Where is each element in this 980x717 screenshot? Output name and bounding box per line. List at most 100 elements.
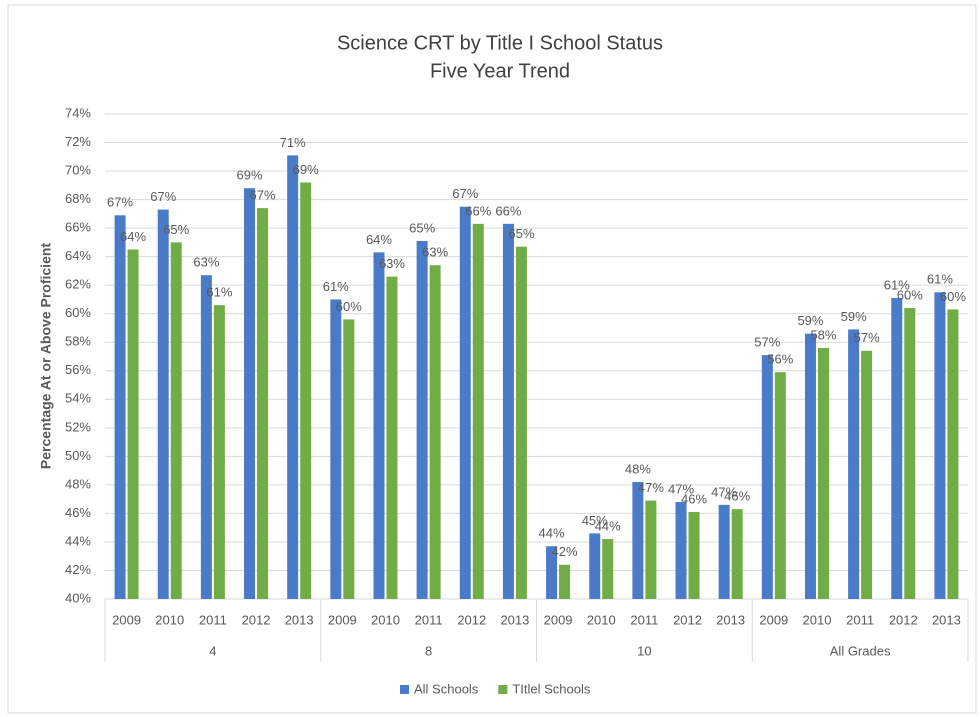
x-tick-label: 2011 xyxy=(199,612,227,627)
y-tick-label: 40% xyxy=(65,590,91,605)
bar xyxy=(645,500,657,599)
x-tick-label: 2009 xyxy=(544,612,573,627)
bar xyxy=(114,215,126,599)
value-label: 58% xyxy=(810,327,836,342)
value-label: 65% xyxy=(163,222,189,237)
bar xyxy=(947,309,959,599)
value-label: 60% xyxy=(940,289,966,304)
bar xyxy=(429,265,441,599)
value-label: 60% xyxy=(897,287,923,302)
value-label: 67% xyxy=(150,189,176,204)
bar xyxy=(589,533,601,599)
x-tick-label: 2010 xyxy=(155,612,184,627)
bar xyxy=(386,276,398,599)
value-label: 56% xyxy=(767,352,793,367)
y-tick-label: 58% xyxy=(65,334,91,349)
value-label: 46% xyxy=(724,489,750,504)
bar xyxy=(848,329,860,599)
bar xyxy=(287,155,299,599)
y-tick-label: 60% xyxy=(65,305,91,320)
legend-label: TItlel Schools xyxy=(512,681,591,696)
value-label: 67% xyxy=(250,188,276,203)
value-label: 47% xyxy=(711,484,737,499)
y-tick-label: 54% xyxy=(65,391,91,406)
bar xyxy=(602,539,614,599)
y-tick-label: 52% xyxy=(65,419,91,434)
x-tick-label: 2009 xyxy=(328,612,357,627)
bar xyxy=(157,209,169,599)
value-label: 61% xyxy=(884,277,910,292)
bar xyxy=(559,564,571,599)
bar xyxy=(300,182,312,599)
y-tick-label: 44% xyxy=(65,533,91,548)
y-tick-label: 70% xyxy=(65,162,91,177)
x-tick-label: 2013 xyxy=(285,612,314,627)
x-tick-label: 2013 xyxy=(932,612,961,627)
value-label: 69% xyxy=(293,162,319,177)
x-tick-label: 2012 xyxy=(673,612,702,627)
x-tick-label: 2010 xyxy=(587,612,616,627)
y-tick-label: 42% xyxy=(65,562,91,577)
y-tick-label: 66% xyxy=(65,220,91,235)
value-label: 67% xyxy=(452,186,478,201)
bar xyxy=(632,482,644,599)
value-label: 64% xyxy=(120,229,146,244)
value-label: 60% xyxy=(336,299,362,314)
value-label: 46% xyxy=(681,491,707,506)
value-label: 61% xyxy=(927,272,953,287)
bar xyxy=(817,347,829,599)
value-label: 42% xyxy=(552,544,578,559)
bar xyxy=(774,372,786,599)
value-label: 66% xyxy=(495,203,521,218)
value-label: 44% xyxy=(539,526,565,541)
value-label: 59% xyxy=(841,309,867,324)
value-label: 47% xyxy=(668,481,694,496)
value-label: 66% xyxy=(465,203,491,218)
x-tick-label: 2009 xyxy=(759,612,788,627)
x-tick-label: 2012 xyxy=(889,612,918,627)
bar xyxy=(330,299,342,599)
bar xyxy=(502,223,514,599)
group-label: 4 xyxy=(209,643,216,658)
chart-border xyxy=(7,4,977,714)
bar xyxy=(675,502,687,599)
y-tick-label: 64% xyxy=(65,248,91,263)
value-label: 63% xyxy=(422,245,448,260)
value-label: 65% xyxy=(508,226,534,241)
bar xyxy=(343,319,355,599)
bar xyxy=(472,223,484,599)
y-tick-label: 48% xyxy=(65,476,91,491)
bar xyxy=(515,246,527,600)
x-tick-label: 2010 xyxy=(371,612,400,627)
value-label: 69% xyxy=(237,168,263,183)
bar xyxy=(213,305,225,599)
bar xyxy=(688,511,700,599)
legend-label: All Schools xyxy=(414,681,479,696)
x-tick-label: 2012 xyxy=(242,612,271,627)
bar xyxy=(257,208,269,599)
value-label: 47% xyxy=(638,480,664,495)
value-label: 59% xyxy=(797,313,823,328)
x-tick-label: 2011 xyxy=(846,612,874,627)
value-label: 61% xyxy=(323,279,349,294)
legend-swatch xyxy=(400,685,409,694)
y-axis-title: Percentage At or Above Proficient xyxy=(38,243,54,469)
value-label: 48% xyxy=(625,461,651,476)
bar xyxy=(127,249,139,599)
bar xyxy=(373,252,385,599)
value-label: 64% xyxy=(366,232,392,247)
bar xyxy=(934,292,946,599)
bar xyxy=(904,308,916,599)
y-tick-label: 72% xyxy=(65,134,91,149)
bar xyxy=(804,333,816,599)
value-label: 57% xyxy=(754,335,780,350)
value-label: 63% xyxy=(193,255,219,270)
value-label: 65% xyxy=(409,220,435,235)
bar xyxy=(244,188,256,600)
x-tick-label: 2013 xyxy=(500,612,529,627)
bar xyxy=(861,350,873,599)
x-tick-label: 2010 xyxy=(803,612,832,627)
bar xyxy=(416,240,428,600)
bar xyxy=(718,504,730,599)
